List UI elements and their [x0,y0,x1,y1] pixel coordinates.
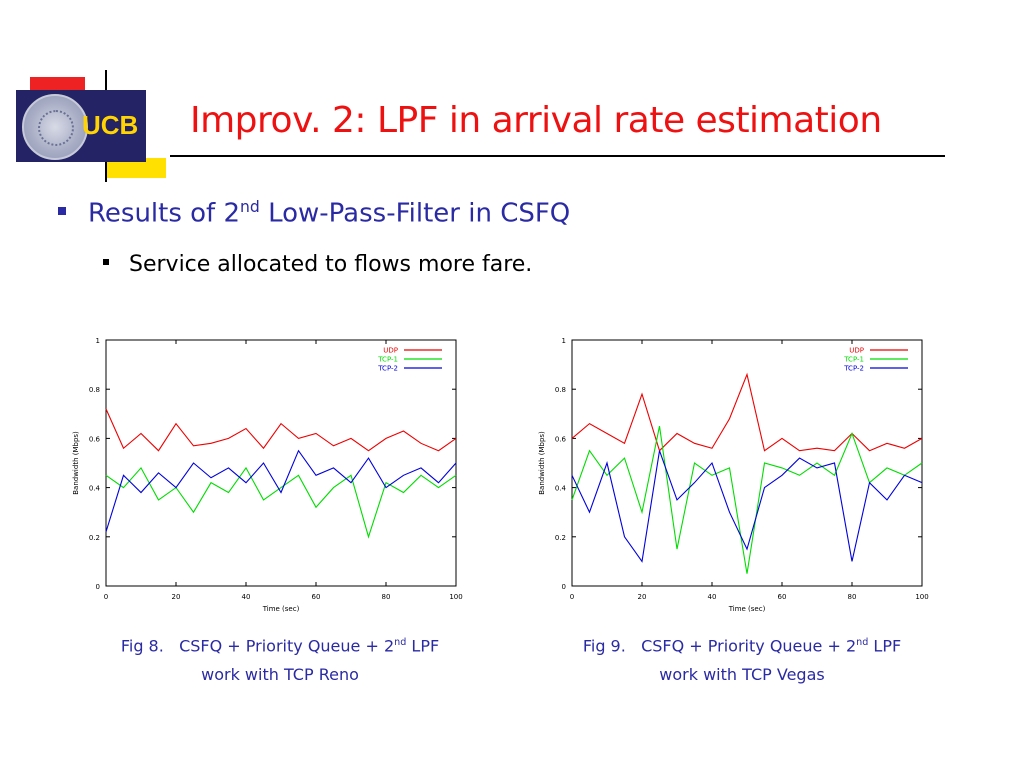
chart-fig9: 0 0.2 0.4 0.6 0.8 1 0 20 40 60 80 100 Time (sec) Band… [538,337,929,613]
caption-fig9-post: LPF [868,636,902,656]
x-tick-label: 20 [172,593,181,601]
plot-frame [105,339,457,587]
bullet1-sup: nd [240,198,260,216]
series-line-udp [105,408,457,452]
x-tick-label: 40 [242,593,251,601]
caption-fig8-line1: Fig 8. CSFQ + Priority Queue + 2nd LPF [70,628,490,660]
caption-fig9-sup: nd [856,637,869,648]
ucb-seal-inner [38,110,74,146]
x-axis-label: Time (sec) [262,605,300,613]
series-line-tcp-1 [105,466,457,539]
series-line-udp [571,372,923,452]
caption-fig8-post: LPF [406,636,440,656]
caption-fig9-pre: Fig 9. CSFQ + Priority Queue + 2 [582,636,857,656]
series-line-tcp-1 [571,425,923,574]
caption-fig8: Fig 8. CSFQ + Priority Queue + 2nd LPF w… [70,628,490,689]
y-tick-label: 0.4 [555,485,567,493]
chart-fig8: 0 0.2 0.4 0.6 0.8 1 0 20 40 60 80 100 Time (sec) Band… [72,337,463,613]
series-line-tcp-2 [105,449,457,533]
x-tick-label: 0 [570,593,574,601]
x-tick-label: 80 [848,593,857,601]
y-tick-label: 0.4 [89,485,101,493]
series-line-tcp-2 [571,450,923,563]
y-tick-label: 0.6 [555,435,567,443]
x-tick-label: 100 [449,593,462,601]
caption-fig9-line2: work with TCP Vegas [659,665,825,685]
y-tick-label: 0 [96,583,100,591]
caption-fig9: Fig 9. CSFQ + Priority Queue + 2nd LPF w… [532,628,952,689]
bullet-level2: Service allocated to flows more fare. [103,252,532,277]
y-axis-label: Bandwidth (Mbps) [72,431,80,495]
bullet-level1: Results of 2nd Low-Pass-Filter in CSFQ [58,198,570,229]
x-tick-label: 40 [708,593,717,601]
bullet-square-icon [103,259,109,265]
x-tick-label: 20 [638,593,647,601]
caption-fig8-line2: work with TCP Reno [201,665,359,685]
x-tick-label: 60 [312,593,321,601]
legend-label: TCP-1 [843,356,864,364]
bullet1-text-pre: Results of 2 [88,198,241,229]
header-horizontal-rule [170,155,945,157]
y-tick-label: 0.2 [89,534,100,542]
y-tick-label: 0 [562,583,566,591]
y-tick-label: 0.2 [555,534,566,542]
caption-fig9-line1: Fig 9. CSFQ + Priority Queue + 2nd LPF [532,628,952,660]
x-tick-label: 0 [104,593,108,601]
legend-label: TCP-2 [843,365,864,373]
y-tick-label: 0.6 [89,435,101,443]
bullet1-text-post: Low-Pass-Filter in CSFQ [259,198,571,229]
x-axis-label: Time (sec) [728,605,766,613]
legend-label: UDP [849,347,864,355]
y-tick-label: 1 [96,337,100,345]
x-tick-label: 100 [915,593,928,601]
x-tick-label: 80 [382,593,391,601]
caption-fig8-sup: nd [394,637,407,648]
bullet2-text: Service allocated to flows more fare. [129,252,533,277]
ucb-logo: UCB [16,90,146,162]
ucb-logo-text: UCB [82,110,139,140]
legend-label: TCP-1 [377,356,398,364]
x-tick-label: 60 [778,593,787,601]
legend-label: TCP-2 [377,365,398,373]
y-tick-label: 0.8 [89,386,100,394]
slide-title: Improv. 2: LPF in arrival rate estimatio… [190,100,882,141]
bullet-square-icon [58,207,66,216]
y-tick-label: 1 [562,337,566,345]
legend-label: UDP [383,347,398,355]
y-tick-label: 0.8 [555,386,566,394]
header-yellow-block [106,158,166,178]
caption-fig8-pre: Fig 8. CSFQ + Priority Queue + 2 [120,636,395,656]
y-axis-label: Bandwidth (Mbps) [538,431,546,495]
